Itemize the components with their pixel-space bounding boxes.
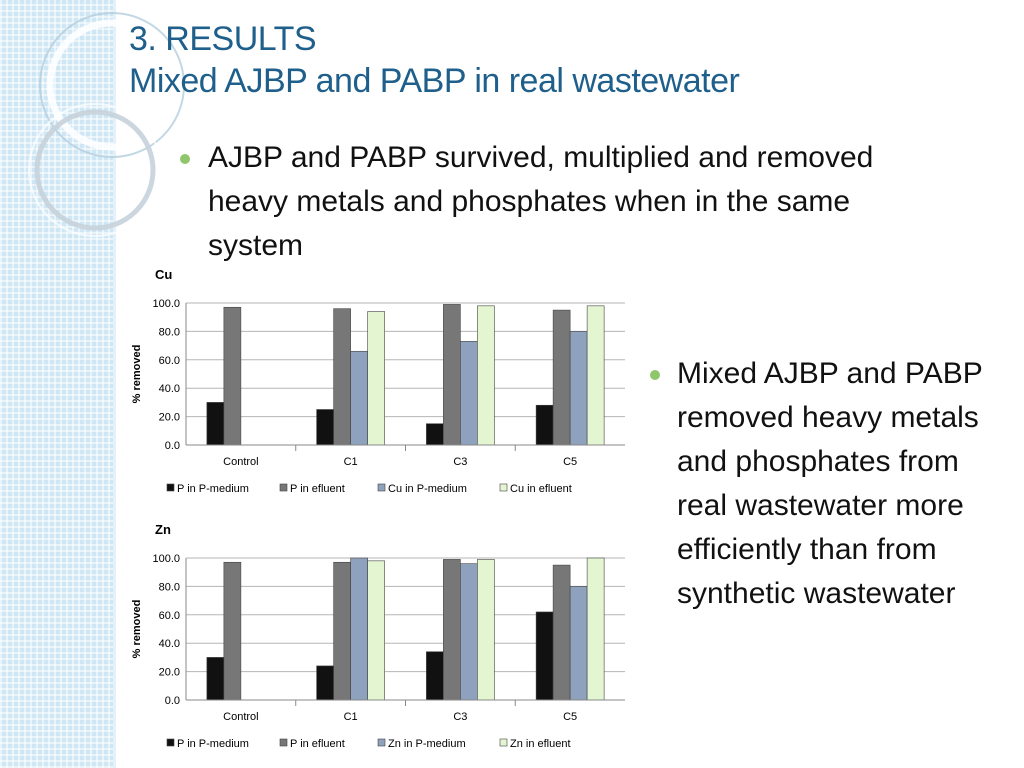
bar <box>443 559 461 701</box>
y-tick-label: 0.0 <box>165 695 180 707</box>
bar <box>367 311 385 446</box>
bullet-2: Mixed AJBP and PABP removed heavy metals… <box>650 352 1010 616</box>
x-tick-label: C1 <box>344 456 358 468</box>
title-line-1: 3. RESULTS <box>129 20 317 58</box>
bar <box>223 306 242 446</box>
decorative-rings <box>28 12 185 237</box>
bar <box>535 611 554 701</box>
x-tick-label: C5 <box>563 456 577 468</box>
legend-label: Cu in efluent <box>510 483 572 495</box>
bullet-2-text: Mixed AJBP and PABP removed heavy metals… <box>677 357 983 610</box>
zn-removal-chart: Zn 0.0 20.0 40.0 60.0 80.0 100.0 % removed Contr… <box>131 522 625 750</box>
bar <box>316 409 334 446</box>
title-line-2: Mixed AJBP and PABP in real wastewater <box>129 62 740 100</box>
bar <box>552 564 571 701</box>
y-tick-label: 100.0 <box>152 553 180 565</box>
bar <box>586 305 605 446</box>
y-tick-label: 20.0 <box>159 667 180 679</box>
bar <box>586 557 605 701</box>
cu-removal-chart: Cu 0.0 20.0 40.0 60.0 80.0 100.0 % removed Contr… <box>131 267 625 495</box>
bar <box>460 563 478 701</box>
bar <box>443 304 461 446</box>
legend-swatch <box>499 738 508 747</box>
legend-swatch <box>377 483 386 492</box>
y-tick-label: 20.0 <box>159 412 180 424</box>
y-tick-label: 0.0 <box>165 440 180 452</box>
x-tick-label: C1 <box>344 711 358 723</box>
chart-title: Cu <box>155 267 172 282</box>
bar <box>552 309 571 446</box>
y-tick-label: 80.0 <box>159 326 180 338</box>
bar <box>569 331 588 446</box>
bar <box>316 665 334 701</box>
bar <box>206 402 225 446</box>
legend-swatch <box>279 483 288 492</box>
y-tick-label: 60.0 <box>159 355 180 367</box>
y-tick-label: 40.0 <box>159 638 180 650</box>
y-tick-label: 60.0 <box>159 610 180 622</box>
bullet-dot-icon <box>180 154 190 164</box>
bar <box>569 586 588 701</box>
bar <box>206 657 225 701</box>
bar <box>350 350 368 446</box>
legend-label: P in P-medium <box>177 738 249 750</box>
legend-swatch <box>499 483 508 492</box>
legend-label: Zn in P-medium <box>388 738 466 750</box>
band-edge <box>113 0 116 768</box>
x-tick-label: C3 <box>453 456 467 468</box>
bar <box>426 651 444 701</box>
bar <box>460 341 478 446</box>
y-axis-label: % removed <box>131 600 143 659</box>
x-tick-label: C3 <box>453 711 467 723</box>
legend-swatch <box>279 738 288 747</box>
slide-title: 3. RESULTS Mixed AJBP and PABP in real w… <box>129 18 740 102</box>
legend-label: P in efluent <box>290 738 345 750</box>
y-tick-label: 100.0 <box>152 298 180 310</box>
bar <box>223 561 242 701</box>
bullet-1: AJBP and PABP survived, multiplied and r… <box>180 136 950 268</box>
bar <box>350 557 368 701</box>
legend-label: P in efluent <box>290 483 345 495</box>
x-tick-label: C5 <box>563 711 577 723</box>
bar <box>426 423 444 446</box>
bar <box>333 561 351 701</box>
y-axis-label: % removed <box>131 345 143 404</box>
bar <box>535 404 554 446</box>
y-tick-label: 80.0 <box>159 581 180 593</box>
x-tick-label: Control <box>223 711 258 723</box>
bullet-dot-icon <box>650 370 660 380</box>
bar <box>477 559 495 701</box>
legend-label: P in P-medium <box>177 483 249 495</box>
legend-label: Zn in efluent <box>510 738 571 750</box>
legend-swatch <box>377 738 386 747</box>
y-tick-label: 40.0 <box>159 383 180 395</box>
chart-title: Zn <box>155 522 171 537</box>
bar <box>367 560 385 701</box>
bar <box>477 305 495 446</box>
legend-label: Cu in P-medium <box>388 483 467 495</box>
legend-swatch <box>166 738 175 747</box>
bar <box>333 308 351 446</box>
bullet-1-text: AJBP and PABP survived, multiplied and r… <box>208 141 874 262</box>
x-tick-label: Control <box>223 456 258 468</box>
legend-swatch <box>166 483 175 492</box>
